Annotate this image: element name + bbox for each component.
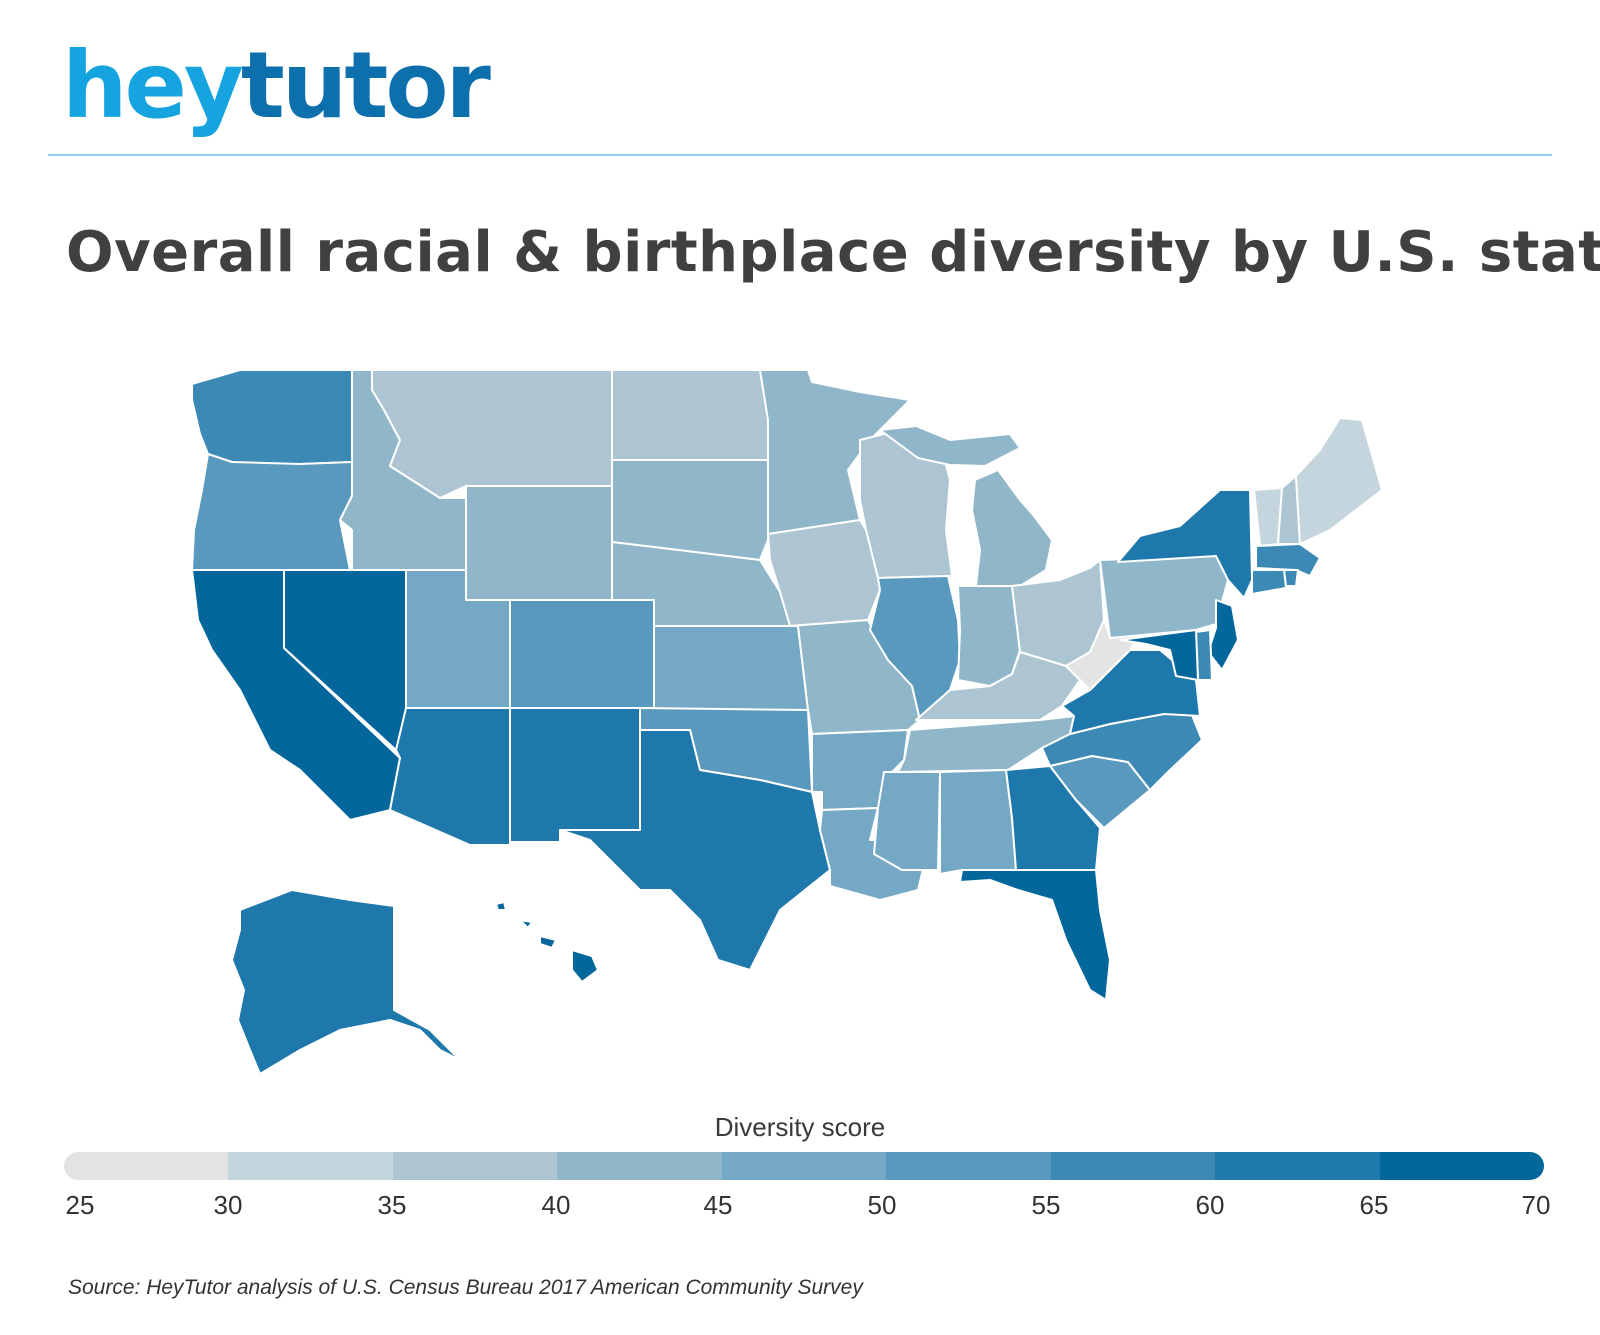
state-kentucky	[915, 651, 1081, 721]
state-massachusetts	[1255, 543, 1321, 577]
legend-title: Diversity score	[714, 1112, 886, 1142]
state-arizona	[389, 707, 511, 846]
state-florida	[959, 869, 1111, 1001]
state-oregon	[191, 453, 353, 571]
legend-swatch-4	[721, 1152, 887, 1180]
legend-swatch-8	[1379, 1152, 1544, 1180]
header-divider	[48, 154, 1552, 156]
state-new-york	[1117, 489, 1253, 599]
legend-tick-labels: 25 30 35 40 45 50 55 60 65 70	[0, 1190, 1600, 1226]
us-choropleth-map	[191, 369, 1383, 1075]
state-new-mexico	[509, 707, 641, 843]
state-alaska	[231, 889, 461, 1075]
state-pennsylvania	[1099, 555, 1229, 639]
state-north-dakota	[611, 369, 769, 461]
state-connecticut	[1251, 569, 1287, 595]
logo-tutor: tutor	[240, 32, 491, 139]
legend-swatch-0	[64, 1152, 229, 1180]
state-michigan	[879, 425, 1053, 587]
state-iowa	[767, 519, 881, 627]
state-maine	[1295, 417, 1383, 545]
legend-tick-45: 45	[703, 1190, 733, 1220]
state-tennessee	[897, 715, 1075, 773]
legend-tick-50: 50	[867, 1190, 897, 1220]
state-new-jersey	[1207, 599, 1239, 671]
legend-tick-25: 25	[65, 1190, 95, 1220]
state-indiana	[957, 585, 1021, 687]
page-title: Overall racial & birthplace diversity by…	[66, 220, 1600, 285]
legend-tick-65: 65	[1359, 1190, 1389, 1220]
legend-tick-55: 55	[1031, 1190, 1061, 1220]
state-colorado	[509, 599, 655, 709]
state-alabama	[939, 769, 1017, 875]
legend-tick-35: 35	[377, 1190, 407, 1220]
legend-color-scale	[64, 1152, 1544, 1180]
state-texas	[559, 729, 831, 971]
heytutor-logo: heytutor	[62, 40, 491, 132]
legend-swatch-3	[557, 1152, 722, 1180]
legend-tick-30: 30	[213, 1190, 243, 1220]
state-kansas	[653, 625, 809, 711]
state-washington	[191, 369, 353, 469]
legend-swatch-7	[1215, 1152, 1380, 1180]
state-wyoming	[465, 485, 613, 601]
logo-hey: hey	[62, 32, 244, 139]
legend-tick-40: 40	[541, 1190, 571, 1220]
legend-tick-70: 70	[1521, 1190, 1551, 1220]
state-south-dakota	[611, 459, 769, 561]
legend-swatch-1	[228, 1152, 393, 1180]
legend-swatch-2	[392, 1152, 558, 1180]
legend-swatch-5	[886, 1152, 1051, 1180]
legend-swatch-6	[1050, 1152, 1216, 1180]
legend-tick-60: 60	[1195, 1190, 1225, 1220]
state-hawaii	[495, 901, 599, 983]
state-mississippi	[873, 771, 941, 871]
source-note: Source: HeyTutor analysis of U.S. Census…	[68, 1276, 863, 1299]
state-maryland	[1119, 629, 1199, 681]
